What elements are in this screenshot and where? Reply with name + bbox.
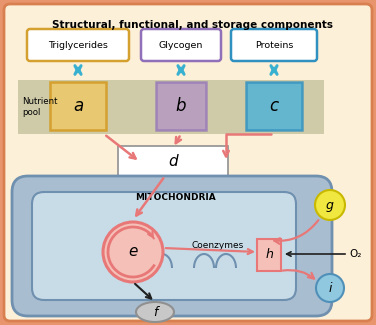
Ellipse shape bbox=[136, 302, 174, 322]
Circle shape bbox=[103, 222, 163, 282]
Text: i: i bbox=[328, 281, 332, 294]
FancyBboxPatch shape bbox=[27, 29, 129, 61]
Text: MITOCHONDRIA: MITOCHONDRIA bbox=[135, 193, 215, 202]
Text: Proteins: Proteins bbox=[255, 41, 293, 49]
FancyBboxPatch shape bbox=[141, 29, 221, 61]
FancyBboxPatch shape bbox=[4, 4, 372, 321]
Text: g: g bbox=[326, 199, 334, 212]
FancyBboxPatch shape bbox=[12, 176, 332, 316]
FancyBboxPatch shape bbox=[246, 82, 302, 130]
Text: a: a bbox=[73, 97, 83, 115]
FancyBboxPatch shape bbox=[156, 82, 206, 130]
Text: Structural, functional, and storage components: Structural, functional, and storage comp… bbox=[53, 20, 334, 30]
FancyBboxPatch shape bbox=[50, 82, 106, 130]
Text: b: b bbox=[176, 97, 186, 115]
Text: h: h bbox=[265, 249, 273, 262]
Text: Triglycerides: Triglycerides bbox=[48, 41, 108, 49]
Text: d: d bbox=[168, 154, 178, 170]
FancyBboxPatch shape bbox=[118, 146, 228, 178]
Text: e: e bbox=[128, 244, 138, 259]
FancyBboxPatch shape bbox=[257, 239, 281, 271]
Text: Nutrient
pool: Nutrient pool bbox=[22, 97, 58, 117]
Text: Coenzymes: Coenzymes bbox=[192, 240, 244, 250]
Circle shape bbox=[316, 274, 344, 302]
Text: O₂: O₂ bbox=[350, 249, 362, 259]
Text: Glycogen: Glycogen bbox=[159, 41, 203, 49]
FancyBboxPatch shape bbox=[231, 29, 317, 61]
Text: c: c bbox=[270, 97, 279, 115]
FancyBboxPatch shape bbox=[32, 192, 296, 300]
FancyBboxPatch shape bbox=[18, 80, 324, 134]
Text: f: f bbox=[153, 306, 157, 318]
Circle shape bbox=[315, 190, 345, 220]
